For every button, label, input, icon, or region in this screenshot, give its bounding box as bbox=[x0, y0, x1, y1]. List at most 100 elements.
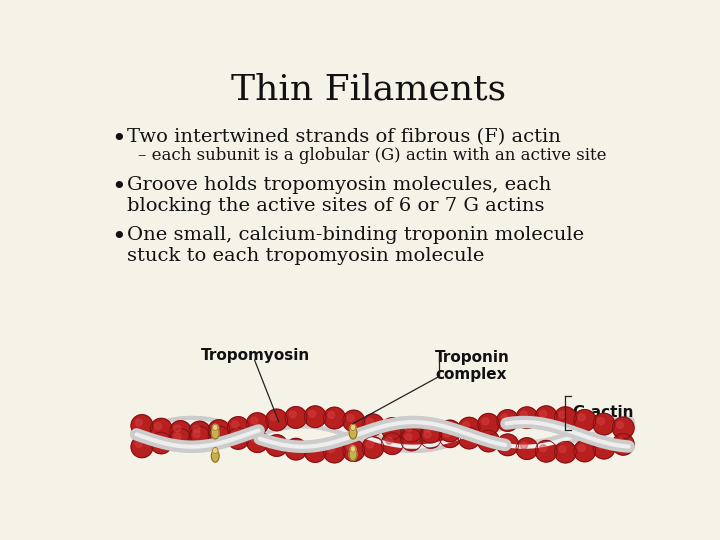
Circle shape bbox=[477, 414, 499, 435]
Circle shape bbox=[150, 432, 172, 454]
Text: Thin Filaments: Thin Filaments bbox=[231, 72, 507, 106]
Circle shape bbox=[554, 441, 576, 463]
Circle shape bbox=[150, 418, 172, 440]
Circle shape bbox=[521, 411, 527, 418]
Circle shape bbox=[232, 421, 238, 428]
Circle shape bbox=[420, 421, 441, 443]
Circle shape bbox=[559, 446, 566, 453]
Text: •: • bbox=[112, 177, 127, 199]
Circle shape bbox=[444, 430, 451, 437]
Ellipse shape bbox=[349, 448, 357, 461]
Circle shape bbox=[270, 414, 277, 420]
Circle shape bbox=[540, 445, 546, 451]
Circle shape bbox=[497, 434, 518, 456]
Text: – each subunit is a globular (G) actin with an active site: – each subunit is a globular (G) actin w… bbox=[138, 147, 606, 164]
Circle shape bbox=[482, 435, 489, 441]
Circle shape bbox=[598, 442, 604, 449]
Circle shape bbox=[305, 406, 326, 428]
Circle shape bbox=[617, 438, 624, 445]
Circle shape bbox=[309, 445, 315, 452]
Circle shape bbox=[559, 411, 566, 418]
Circle shape bbox=[285, 438, 307, 460]
Circle shape bbox=[405, 425, 412, 431]
Circle shape bbox=[424, 426, 431, 433]
Circle shape bbox=[574, 440, 595, 462]
Ellipse shape bbox=[212, 448, 218, 454]
Circle shape bbox=[362, 414, 384, 436]
Circle shape bbox=[193, 431, 200, 437]
Circle shape bbox=[362, 437, 384, 458]
Circle shape bbox=[578, 414, 585, 421]
Circle shape bbox=[497, 410, 518, 431]
Circle shape bbox=[463, 431, 469, 438]
Circle shape bbox=[228, 428, 249, 449]
Circle shape bbox=[208, 420, 230, 441]
Circle shape bbox=[382, 418, 403, 440]
Circle shape bbox=[266, 435, 287, 456]
Circle shape bbox=[516, 438, 538, 460]
Circle shape bbox=[328, 411, 335, 418]
Circle shape bbox=[536, 441, 557, 462]
Circle shape bbox=[598, 417, 604, 424]
Circle shape bbox=[323, 407, 346, 429]
Circle shape bbox=[232, 432, 238, 439]
Circle shape bbox=[424, 431, 431, 438]
Circle shape bbox=[382, 433, 403, 455]
Circle shape bbox=[251, 435, 258, 442]
Circle shape bbox=[155, 436, 161, 443]
Circle shape bbox=[289, 411, 297, 418]
Circle shape bbox=[305, 441, 326, 462]
Text: One small, calcium-binding troponin molecule
stuck to each tropomyosin molecule: One small, calcium-binding troponin mole… bbox=[127, 226, 585, 265]
Circle shape bbox=[477, 430, 499, 452]
Text: •: • bbox=[112, 128, 127, 151]
Circle shape bbox=[482, 418, 489, 425]
Text: Two intertwined strands of fibrous (F) actin: Two intertwined strands of fibrous (F) a… bbox=[127, 128, 561, 146]
Circle shape bbox=[208, 426, 230, 448]
Circle shape bbox=[170, 421, 192, 442]
Circle shape bbox=[554, 407, 576, 428]
Ellipse shape bbox=[212, 450, 219, 462]
Circle shape bbox=[459, 427, 480, 449]
Circle shape bbox=[400, 429, 423, 451]
Circle shape bbox=[343, 440, 364, 461]
Text: Troponin
complex: Troponin complex bbox=[435, 350, 510, 382]
Circle shape bbox=[189, 427, 210, 448]
Circle shape bbox=[328, 446, 335, 453]
Circle shape bbox=[439, 420, 461, 442]
Circle shape bbox=[540, 410, 546, 417]
Circle shape bbox=[400, 421, 423, 442]
Text: Groove holds tropomyosin molecules, each
blocking the active sites of 6 or 7 G a: Groove holds tropomyosin molecules, each… bbox=[127, 177, 552, 215]
Circle shape bbox=[135, 441, 143, 447]
Circle shape bbox=[516, 407, 538, 429]
Circle shape bbox=[135, 419, 143, 426]
Ellipse shape bbox=[212, 424, 218, 430]
Text: G actin: G actin bbox=[573, 406, 634, 420]
Ellipse shape bbox=[351, 424, 356, 430]
Circle shape bbox=[193, 426, 200, 433]
Circle shape bbox=[612, 434, 634, 455]
Circle shape bbox=[444, 424, 451, 431]
Ellipse shape bbox=[349, 427, 357, 439]
Ellipse shape bbox=[351, 446, 356, 452]
Circle shape bbox=[131, 436, 153, 458]
Circle shape bbox=[285, 407, 307, 428]
Circle shape bbox=[501, 414, 508, 421]
Circle shape bbox=[459, 417, 480, 439]
Circle shape bbox=[266, 409, 287, 431]
Circle shape bbox=[228, 417, 249, 438]
Circle shape bbox=[439, 426, 461, 448]
Circle shape bbox=[289, 443, 297, 450]
Circle shape bbox=[270, 439, 277, 446]
Circle shape bbox=[501, 438, 508, 445]
Circle shape bbox=[170, 429, 192, 450]
Circle shape bbox=[212, 424, 220, 431]
Circle shape bbox=[593, 437, 615, 459]
Ellipse shape bbox=[212, 427, 219, 439]
Circle shape bbox=[463, 422, 469, 429]
Circle shape bbox=[343, 410, 364, 432]
Circle shape bbox=[131, 415, 153, 436]
Circle shape bbox=[536, 406, 557, 428]
Circle shape bbox=[155, 423, 161, 429]
Circle shape bbox=[574, 409, 595, 431]
Circle shape bbox=[366, 418, 374, 426]
